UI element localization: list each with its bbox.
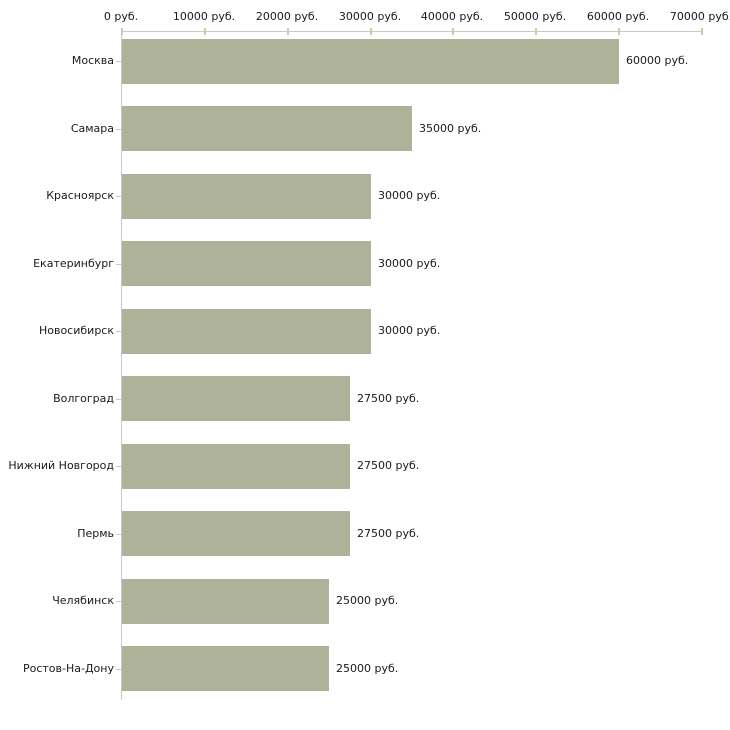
category-label: Волгоград — [53, 392, 114, 405]
bar — [122, 511, 350, 556]
category-tick — [116, 196, 122, 197]
category-label: Москва — [71, 54, 114, 67]
x-axis-tick-label: 30000 руб. — [338, 10, 402, 23]
x-axis-tick-label: 40000 руб. — [420, 10, 484, 23]
bar-value-label: 25000 руб. — [336, 594, 399, 607]
bar-value-label: 30000 руб. — [378, 257, 441, 270]
x-axis-tick — [204, 28, 206, 35]
x-axis-tick — [701, 28, 703, 35]
x-axis-tick — [618, 28, 620, 35]
category-tick — [116, 61, 122, 62]
category-label: Екатеринбург — [33, 257, 114, 270]
category-label: Нижний Новгород — [8, 459, 114, 472]
x-axis-tick — [121, 28, 123, 35]
bar-value-label: 30000 руб. — [378, 189, 441, 202]
bar — [122, 241, 371, 286]
category-tick — [116, 669, 122, 670]
category-tick — [116, 331, 122, 332]
bar — [122, 646, 329, 691]
category-label: Самара — [70, 122, 114, 135]
category-tick — [116, 264, 122, 265]
x-axis-tick — [452, 28, 454, 35]
bar — [122, 376, 350, 421]
x-axis-tick — [287, 28, 289, 35]
category-label: Пермь — [77, 527, 114, 540]
bar-value-label: 27500 руб. — [357, 527, 420, 540]
x-axis-tick-label: 10000 руб. — [172, 10, 236, 23]
category-tick — [116, 601, 122, 602]
bar-value-label: 35000 руб. — [419, 122, 482, 135]
x-axis-tick — [370, 28, 372, 35]
bar — [122, 444, 350, 489]
bar — [122, 174, 371, 219]
bar — [122, 106, 412, 151]
x-axis-tick-label: 60000 руб. — [586, 10, 650, 23]
category-label: Челябинск — [52, 594, 114, 607]
bar-value-label: 27500 руб. — [357, 392, 420, 405]
x-axis-tick — [535, 28, 537, 35]
bar — [122, 39, 619, 84]
bar-value-label: 27500 руб. — [357, 459, 420, 472]
bar-value-label: 25000 руб. — [336, 662, 399, 675]
x-axis-tick-label: 50000 руб. — [503, 10, 567, 23]
category-tick — [116, 466, 122, 467]
category-label: Красноярск — [46, 189, 114, 202]
bar-value-label: 60000 руб. — [626, 54, 689, 67]
y-axis-line — [121, 31, 122, 700]
x-axis-tick-label: 70000 руб. — [669, 10, 730, 23]
x-axis-tick-label: 20000 руб. — [255, 10, 319, 23]
category-tick — [116, 129, 122, 130]
category-tick — [116, 534, 122, 535]
category-label: Новосибирск — [38, 324, 114, 337]
x-axis-line — [121, 31, 701, 32]
category-label: Ростов-На-Дону — [22, 662, 114, 675]
bar — [122, 309, 371, 354]
bar-value-label: 30000 руб. — [378, 324, 441, 337]
bar — [122, 579, 329, 624]
category-tick — [116, 399, 122, 400]
x-axis-tick-label: 0 руб. — [103, 10, 139, 23]
